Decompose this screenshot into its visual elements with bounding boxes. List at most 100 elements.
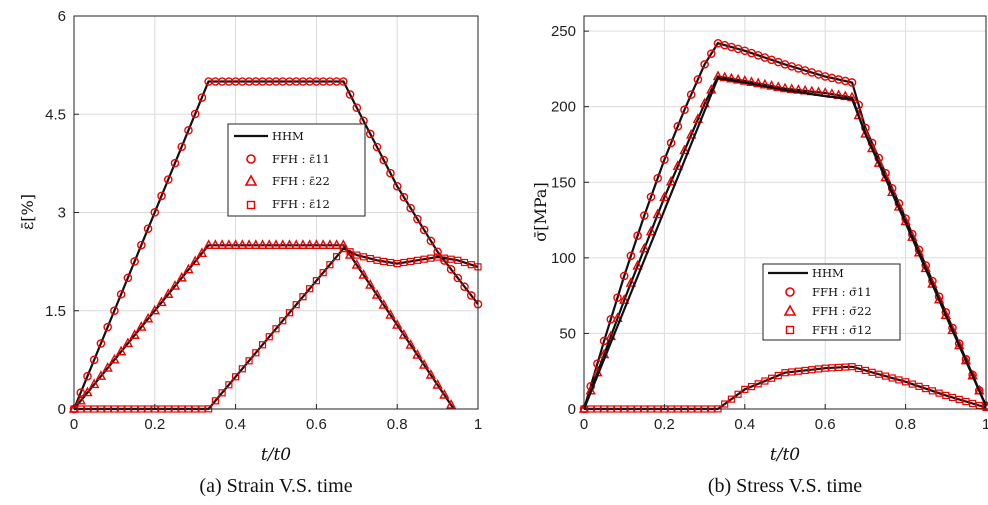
stress-marker-triangle [672, 160, 683, 170]
strain-marker-square [272, 325, 280, 333]
strain-marker-triangle [365, 279, 376, 289]
strain-marker-square [326, 261, 334, 269]
legend-label-s12: FFH : σ̄12 [812, 323, 872, 337]
strain-marker-circle [190, 109, 200, 119]
strain-marker-triangle [418, 359, 430, 369]
stress-marker-triangle [639, 242, 650, 253]
strain-marker-circle [103, 322, 112, 332]
strain-marker-circle [406, 203, 415, 213]
strain-marker-square [211, 397, 219, 405]
legend-label-e12: FFH : ε̄12 [272, 197, 330, 211]
strain-marker-triangle [216, 239, 228, 249]
stress-marker-triangle [947, 324, 958, 335]
legend-label-hhm-b: HHM [812, 266, 844, 280]
stress-x-tick-label: 0.6 [815, 416, 836, 433]
legend-label-e22: FFH : ε̄22 [272, 174, 330, 188]
stress-marker-square [828, 364, 836, 372]
strain-marker-circle [339, 77, 348, 86]
strain-marker-circle [372, 142, 382, 152]
stress-marker-triangle [746, 76, 757, 86]
strain-y-tick-label: 6 [58, 8, 66, 25]
strain-marker-triangle [405, 339, 416, 349]
stress-marker-square [774, 371, 782, 380]
strain-marker-triangle [109, 353, 120, 364]
legend-marker-square [246, 200, 256, 210]
strain-marker-circle [184, 126, 193, 135]
strain-marker-square [299, 293, 307, 301]
strain-marker-triangle [122, 337, 134, 348]
stress-marker-square [962, 397, 970, 406]
stress-marker-triangle [625, 277, 637, 287]
strain-marker-circle [163, 175, 173, 184]
stress-marker-square [794, 367, 803, 375]
strain-marker-square [380, 257, 388, 266]
strain-x-label: t/t0 [261, 445, 291, 465]
strain-marker-square [434, 253, 442, 261]
stress-marker-square [935, 389, 943, 397]
strain-marker-triangle [230, 239, 241, 249]
stress-marker-circle [653, 173, 663, 183]
strain-marker-square [407, 257, 415, 266]
stress-marker-circle [700, 60, 709, 69]
stress-plot-area [584, 16, 986, 409]
strain-marker-triangle [439, 389, 450, 399]
stress-marker-triangle [940, 309, 951, 319]
strain-x-tick-label: 0 [70, 416, 78, 433]
strain-marker-circle [413, 214, 422, 224]
strain-marker-square [440, 254, 448, 262]
strain-marker-circle [96, 339, 106, 348]
strain-marker-triangle [324, 239, 336, 249]
strain-marker-square [218, 389, 226, 397]
strain-marker-triangle [351, 259, 362, 269]
strain-marker-triangle [378, 299, 389, 309]
strain-marker-square [373, 256, 381, 264]
stress-marker-square [721, 400, 729, 408]
legend-label-e11: FFH : ε̄11 [272, 152, 330, 166]
strain-marker-square [460, 258, 469, 267]
stress-marker-square [915, 382, 923, 390]
stress-marker-triangle [779, 82, 791, 93]
strain-marker-square [232, 373, 240, 381]
stress-marker-square [747, 382, 756, 391]
strain-marker-triangle [270, 239, 282, 249]
stress-marker-circle [673, 122, 683, 131]
legend-label-hhm: HHM [272, 129, 304, 143]
stress-marker-square [881, 372, 890, 380]
stress-marker-circle [707, 49, 716, 58]
strain-marker-triangle [115, 345, 127, 356]
strain-marker-triangle [264, 239, 275, 249]
stress-marker-circle [646, 192, 656, 202]
stress-marker-triangle [840, 90, 851, 101]
stress-marker-triangle [967, 369, 978, 380]
strain-marker-square [252, 349, 260, 357]
strain-panel: 0 0.2 0.4 0.6 0.8 1 0 1.5 3 4.5 6 t/t0 ε̄[%] (a) S… [18, 8, 483, 497]
strain-data [68, 77, 483, 414]
strain-marker-square [238, 365, 246, 373]
strain-marker-circle [466, 291, 476, 300]
stress-marker-triangle [954, 339, 965, 350]
strain-marker-triangle [385, 309, 396, 319]
stress-marker-square [734, 390, 742, 398]
legend-label-s11: FFH : σ̄11 [812, 285, 872, 299]
stress-marker-triangle [739, 75, 750, 85]
strain-marker-square [265, 333, 273, 341]
strain-marker-triangle [136, 321, 147, 331]
strain-marker-triangle [89, 378, 100, 389]
stress-marker-triangle [632, 259, 643, 270]
strain-marker-square [279, 317, 287, 325]
strain-marker-square [366, 254, 374, 263]
stress-hhm-line-3 [582, 76, 988, 410]
strain-marker-square [427, 254, 435, 262]
stress-y-tick-label: 200 [551, 99, 576, 116]
stress-x-tick-label: 1 [982, 416, 988, 433]
strain-marker-circle [83, 371, 92, 381]
strain-marker-square [306, 285, 314, 293]
stress-marker-triangle [860, 127, 871, 138]
strain-hhm-line-1 [73, 244, 455, 410]
strain-marker-circle [453, 273, 463, 283]
stress-marker-triangle [960, 354, 972, 365]
stress-marker-square [808, 366, 816, 374]
strain-marker-circle [123, 273, 133, 283]
stress-marker-circle [666, 138, 676, 148]
stress-marker-square [754, 380, 762, 388]
